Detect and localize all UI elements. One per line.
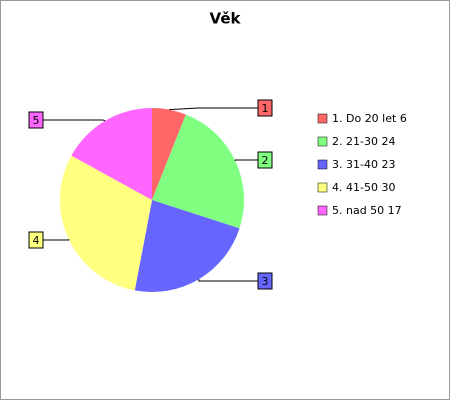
chart-title: Věk: [210, 10, 242, 28]
legend-swatch: [317, 182, 328, 193]
pie-slice: [59, 155, 152, 291]
callout-line: [43, 239, 70, 241]
callout-label: 2: [262, 154, 269, 167]
callout-line: [43, 119, 106, 122]
legend-swatch: [317, 205, 328, 216]
legend-label: 5. nad 50 17: [332, 204, 402, 217]
legend-label: 1. Do 20 let 6: [332, 112, 407, 125]
callout-box: [28, 231, 44, 249]
pie-slice: [134, 200, 240, 292]
callout-label: 4: [33, 234, 40, 247]
callout-box: [257, 99, 273, 117]
legend-label: 2. 21-30 24: [332, 135, 395, 148]
callout-label: 5: [33, 114, 40, 127]
legend-swatch: [317, 159, 328, 170]
callout-line: [169, 107, 258, 111]
callout-line: [198, 279, 258, 282]
callout-label: 3: [262, 275, 269, 288]
pie-slice: [152, 114, 245, 229]
legend-label: 4. 41-50 30: [332, 181, 395, 194]
legend-swatch: [317, 113, 328, 124]
legend-label: 3. 31-40 23: [332, 158, 395, 171]
pie-slice: [71, 108, 152, 200]
callout-label: 1: [262, 102, 269, 115]
callout-box: [257, 272, 273, 290]
callout-box: [257, 151, 273, 169]
callout-box: [28, 111, 44, 129]
legend-swatch: [317, 136, 328, 147]
callout-line: [234, 159, 258, 161]
pie-slice: [152, 108, 186, 200]
